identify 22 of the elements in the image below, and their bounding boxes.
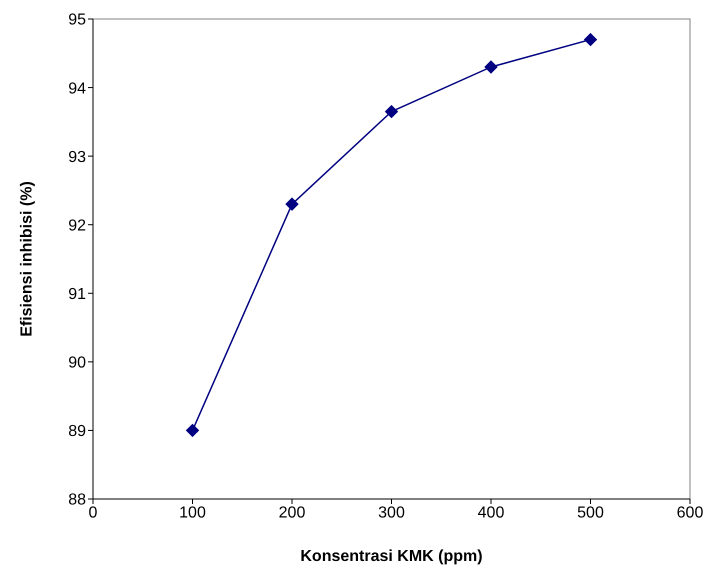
x-axis-title: Konsentrasi KMK (ppm) <box>300 548 483 565</box>
y-tick-label: 89 <box>68 423 86 440</box>
point <box>186 424 199 437</box>
x-tick-label: 100 <box>179 504 206 522</box>
point <box>484 60 498 74</box>
point <box>286 198 298 211</box>
y-tick-label: 91 <box>68 286 86 303</box>
x-tick-label: 200 <box>278 504 306 522</box>
y-tick-label: 90 <box>68 354 86 372</box>
x-tick-label: 600 <box>676 504 704 522</box>
x-tick-label: 300 <box>378 504 405 522</box>
y-tick-label: 93 <box>68 148 86 166</box>
y-tick-label: 94 <box>68 80 86 98</box>
y-tick-label: 95 <box>68 12 86 29</box>
point <box>584 33 597 46</box>
y-tick-label: 88 <box>68 492 86 509</box>
x-tick-label: 500 <box>577 504 604 522</box>
y-tick-label: 92 <box>68 217 86 234</box>
point <box>385 105 398 118</box>
x-tick-label: 0 <box>88 504 98 522</box>
y-axis-title: Efisiensi inhibisi (%) <box>18 181 36 337</box>
x-tick-label: 400 <box>478 504 504 522</box>
